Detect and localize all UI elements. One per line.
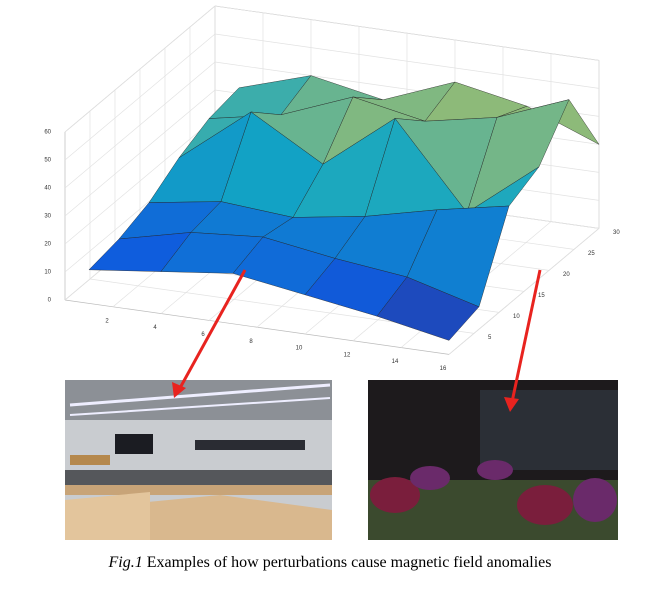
z-tick-label: 30 bbox=[44, 214, 51, 220]
y-tick-label: 15 bbox=[538, 293, 545, 299]
x-tick-label: 4 bbox=[153, 325, 157, 331]
z-tick-label: 60 bbox=[44, 130, 51, 136]
z-tick-label: 20 bbox=[44, 242, 51, 248]
y-tick-label: 20 bbox=[563, 272, 570, 278]
z-tick-label: 40 bbox=[44, 186, 51, 192]
y-tick-label: 30 bbox=[613, 230, 620, 236]
y-tick-label: 5 bbox=[488, 335, 492, 341]
x-tick-label: 2 bbox=[105, 318, 109, 324]
photos bbox=[65, 269, 618, 540]
arrows bbox=[172, 269, 542, 412]
surface-patch bbox=[376, 276, 480, 341]
x-tick-label: 12 bbox=[344, 352, 351, 358]
z-tick-label: 50 bbox=[44, 158, 51, 164]
photo-lab bbox=[65, 380, 332, 540]
y-tick-label: 25 bbox=[588, 251, 595, 257]
z-tick-label: 0 bbox=[48, 298, 52, 304]
photo-lounge bbox=[368, 380, 618, 540]
y-tick-label: 10 bbox=[513, 314, 520, 320]
x-tick-label: 16 bbox=[440, 366, 447, 372]
x-tick-label: 8 bbox=[249, 339, 253, 345]
caption: Fig.1 Examples of how perturbations caus… bbox=[108, 554, 552, 571]
caption-text: Examples of how perturbations cause magn… bbox=[143, 554, 552, 571]
x-tick-label: 10 bbox=[296, 346, 303, 352]
x-tick-label: 6 bbox=[201, 332, 205, 338]
x-tick-label: 14 bbox=[392, 359, 399, 365]
surface bbox=[88, 75, 600, 341]
z-tick-label: 10 bbox=[44, 270, 51, 276]
caption-label: Fig.1 bbox=[108, 554, 143, 571]
